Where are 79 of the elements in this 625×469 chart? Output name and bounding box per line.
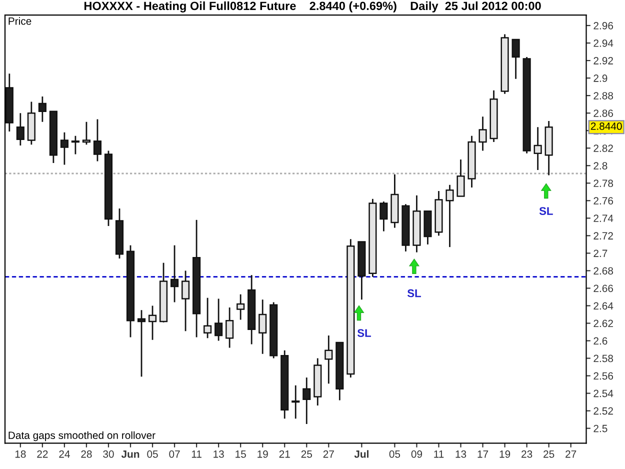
x-tick-label: 24 bbox=[59, 450, 70, 458]
y-tick-label: 2.52 bbox=[594, 407, 613, 415]
annotation: 2.8440 bbox=[590, 122, 622, 130]
candlestick bbox=[456, 158, 465, 197]
x-tick-label: 21 bbox=[279, 450, 290, 458]
y-tick-label: 2.74 bbox=[594, 214, 614, 222]
y-tick-label: 2.7 bbox=[594, 250, 608, 257]
x-tick-label: 28 bbox=[81, 450, 92, 458]
candlestick bbox=[93, 118, 102, 162]
x-tick-label: 05 bbox=[147, 450, 158, 458]
candlestick bbox=[214, 298, 223, 342]
x-tick-label: 09 bbox=[411, 450, 422, 458]
y-tick-label: 2.78 bbox=[594, 180, 614, 188]
x-tick-label: 13 bbox=[456, 450, 466, 458]
x-tick-label: 25 bbox=[301, 450, 312, 458]
annotation: SL bbox=[539, 207, 553, 215]
candlestick bbox=[226, 306, 234, 348]
candlestick bbox=[137, 309, 146, 378]
x-tick-label: 18 bbox=[15, 450, 26, 458]
candlestick bbox=[258, 298, 267, 355]
annotation: SL bbox=[407, 289, 421, 298]
x-tick-label: 15 bbox=[236, 450, 246, 458]
x-tick-label: 19 bbox=[500, 450, 510, 458]
y-tick-label: 2.8 bbox=[594, 162, 608, 170]
y-tick-label: 2.68 bbox=[594, 267, 614, 275]
y-tick-label: 2.94 bbox=[594, 40, 614, 47]
y-tick-label: 2.62 bbox=[594, 320, 613, 328]
y-tick-label: 2.76 bbox=[594, 197, 614, 205]
y-tick-label: 2.92 bbox=[594, 57, 613, 64]
x-tick-label: Jun bbox=[121, 450, 140, 458]
candlestick bbox=[380, 200, 388, 232]
y-tick-label: 2.56 bbox=[594, 372, 614, 380]
x-tick-label: 27 bbox=[566, 450, 576, 458]
candlestick bbox=[148, 305, 157, 341]
x-tick-label: 19 bbox=[258, 450, 268, 458]
x-tick-label: 25 bbox=[544, 450, 554, 458]
candlestick bbox=[534, 126, 542, 171]
x-tick-label: 11 bbox=[434, 450, 444, 458]
candlestick bbox=[38, 96, 46, 123]
candlestick bbox=[478, 116, 487, 152]
candlestick bbox=[446, 184, 454, 248]
y-tick-label: 2.9 bbox=[594, 74, 608, 82]
x-tick-label: 27 bbox=[323, 450, 334, 458]
candlestick bbox=[512, 38, 520, 80]
candlestick bbox=[324, 334, 333, 384]
x-tick-label: 17 bbox=[478, 450, 488, 458]
candlestick bbox=[292, 384, 300, 420]
x-tick-label: 11 bbox=[192, 450, 202, 458]
y-tick-label: 2.54 bbox=[594, 390, 614, 398]
chart-title: HOXXXX - Heating Oil Full0812 Future 2.8440 (+0.69%) Daily 25 Jul 2012 00:00 bbox=[84, 1, 541, 12]
y-tick-label: 2.96 bbox=[594, 22, 614, 30]
x-tick-label: 30 bbox=[103, 450, 114, 458]
y-tick-label: 2.82 bbox=[594, 144, 613, 152]
candlestick bbox=[71, 135, 80, 155]
y-tick-label: 2.64 bbox=[594, 302, 614, 310]
y-tick-label: 2.5 bbox=[594, 424, 608, 432]
x-tick-label: 22 bbox=[37, 450, 48, 458]
y-tick-label: 2.88 bbox=[594, 92, 614, 100]
annotation: Price bbox=[8, 17, 32, 25]
y-tick-label: 2.86 bbox=[594, 110, 614, 117]
candlestick bbox=[204, 297, 212, 339]
y-tick-label: 2.72 bbox=[594, 232, 613, 240]
x-tick-label: 23 bbox=[522, 450, 532, 458]
candlestick bbox=[170, 244, 179, 303]
y-tick-label: 2.58 bbox=[594, 354, 614, 362]
candlestick bbox=[236, 294, 245, 320]
y-tick-label: 2.66 bbox=[594, 284, 614, 292]
x-tick-label: 05 bbox=[389, 450, 400, 458]
y-tick-label: 2.6 bbox=[594, 337, 608, 345]
annotation: SL bbox=[357, 329, 371, 337]
candlestick bbox=[82, 121, 90, 146]
x-tick-label: 13 bbox=[214, 450, 224, 458]
x-tick-label: Jul bbox=[354, 450, 368, 458]
candlestick bbox=[60, 132, 68, 166]
annotation: Data gaps smoothed on rollover bbox=[8, 431, 156, 442]
candlestick bbox=[302, 376, 311, 425]
candlestick bbox=[16, 112, 24, 146]
candlestick bbox=[182, 270, 190, 332]
x-tick-label: 07 bbox=[169, 450, 180, 458]
